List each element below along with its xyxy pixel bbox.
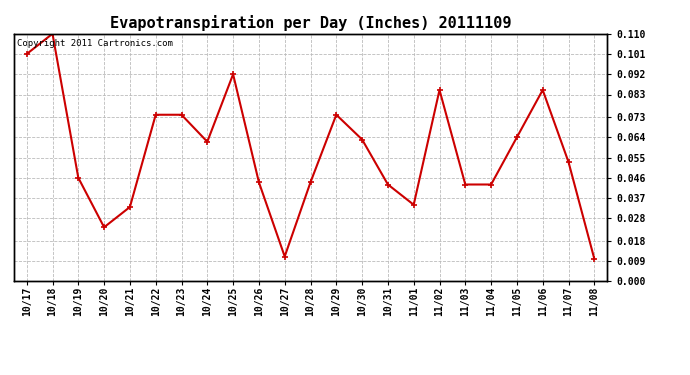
Text: Copyright 2011 Cartronics.com: Copyright 2011 Cartronics.com: [17, 39, 172, 48]
Title: Evapotranspiration per Day (Inches) 20111109: Evapotranspiration per Day (Inches) 2011…: [110, 15, 511, 31]
